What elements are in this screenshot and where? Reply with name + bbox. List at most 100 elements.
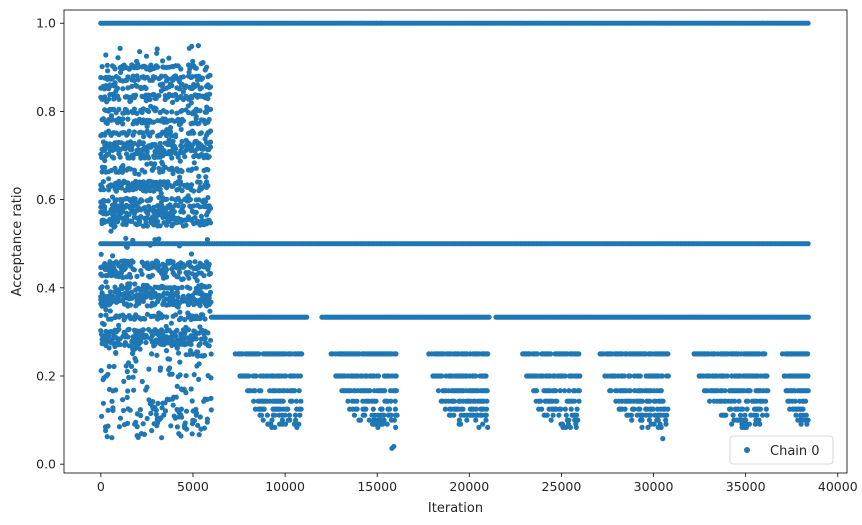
data-point [394,412,400,418]
data-point [164,127,170,133]
data-point [283,373,289,379]
data-point [573,424,579,430]
x-tick-label: 0 [97,479,105,494]
data-point [120,208,126,214]
data-point [162,164,168,170]
data-point [435,388,442,394]
data-point [198,130,204,136]
data-point [639,424,645,430]
data-point [149,272,155,278]
data-point [746,421,753,427]
data-point [550,412,556,418]
data-point [134,273,140,279]
x-tick-label: 30000 [634,479,674,494]
data-point [764,373,770,379]
data-point [173,312,179,318]
data-point [120,407,127,414]
data-point [204,104,210,110]
data-point [566,388,572,394]
data-point [188,341,194,347]
data-point [805,241,811,247]
data-point [106,333,112,339]
x-tick-label: 5000 [177,479,209,494]
data-point [135,332,141,338]
data-point [142,316,148,322]
data-point [117,415,124,421]
data-point [116,424,122,430]
data-point [757,406,764,412]
data-point [108,115,114,121]
data-point [576,351,582,357]
data-point [204,419,210,425]
data-point [189,43,195,50]
data-point [754,412,760,418]
data-point [99,169,105,175]
data-point [103,52,109,58]
data-point [260,417,266,423]
data-point [131,327,137,333]
data-point [442,406,448,412]
data-point [129,289,135,295]
data-point [389,445,395,451]
data-point [167,151,174,157]
data-point [195,82,201,88]
data-point [205,195,211,201]
data-point [140,327,146,333]
data-point [170,138,176,144]
data-point [158,415,164,421]
data-point [138,147,144,153]
data-point [293,417,299,423]
data-point [197,180,203,186]
data-point [188,93,194,100]
data-point [160,58,166,64]
data-point [109,217,116,223]
data-point [163,323,169,329]
data-point [174,110,180,116]
data-point [125,218,131,224]
data-point [112,343,118,350]
data-point [639,417,645,423]
data-point [112,200,118,207]
data-point [130,186,136,193]
data-point [627,388,633,394]
legend-label: Chain 0 [770,444,820,459]
data-point [138,339,144,345]
data-point [178,406,184,412]
data-point [208,407,214,413]
data-point [197,341,203,347]
data-point [127,204,133,210]
data-point [148,196,154,202]
data-point [120,333,126,339]
data-point [138,207,144,213]
data-point [98,368,104,374]
data-point [153,107,159,113]
data-point [204,221,210,227]
data-point [106,363,112,369]
data-point [208,299,214,305]
data-point [658,388,664,394]
data-point [177,158,183,164]
data-point [109,398,115,404]
data-point [99,164,105,170]
data-point [125,85,131,91]
data-point [576,398,582,404]
data-point [175,203,181,209]
data-point [197,204,203,210]
data-point [185,103,191,109]
data-point [646,417,653,423]
data-point [173,150,179,156]
data-point [170,183,176,189]
data-point [125,406,131,412]
data-point [112,284,118,290]
data-point [166,137,172,143]
x-axis-label: Iteration [428,501,483,516]
data-point [144,311,150,317]
data-point [185,269,192,276]
data-point [155,64,161,70]
data-point [373,398,379,404]
data-point [196,432,202,438]
data-point [204,64,210,70]
data-point [123,244,130,250]
data-point [134,424,140,430]
data-point [765,388,771,394]
